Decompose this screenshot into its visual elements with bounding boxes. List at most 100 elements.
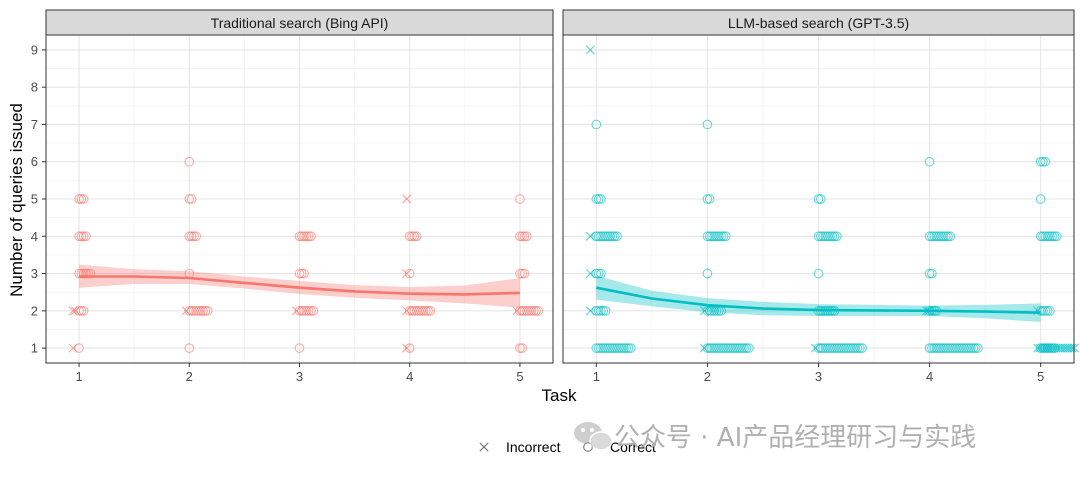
point-correct [945,231,956,242]
point-correct [519,268,530,279]
point-correct [952,343,963,353]
point-correct [845,343,856,353]
point-correct [1040,231,1051,242]
point-incorrect [1051,343,1061,353]
point-incorrect [1044,343,1054,353]
x-tick-label: 1 [593,369,600,384]
point-correct [184,305,195,316]
point-correct [591,231,602,242]
strip-title: Traditional search (Bing API) [211,15,389,31]
point-correct [1040,156,1051,167]
point-correct [725,343,736,353]
point-correct [938,231,949,242]
point-correct [929,231,940,242]
point-correct [186,231,197,242]
panels: Traditional search (Bing API) 1 2 3 4 5 1 2 3 4 5 6… [31,9,1080,384]
point-correct [815,231,826,242]
point-correct [711,343,722,353]
point-correct [707,343,717,353]
point-correct [813,268,824,279]
point-incorrect [810,343,821,353]
point-incorrect [402,343,412,353]
point-correct [704,194,715,204]
point-correct [718,231,729,242]
point-correct [418,305,429,316]
point-incorrect [1049,343,1059,353]
point-incorrect [1056,343,1066,353]
point-correct [852,343,863,353]
point-correct [74,343,84,353]
point-incorrect [1065,343,1075,353]
point-correct [612,231,622,242]
point-correct [711,231,722,242]
point-correct [74,231,84,242]
point-correct [593,231,604,242]
point-correct [602,231,613,242]
point-correct [1042,231,1053,242]
point-correct [813,194,824,204]
point-correct [596,194,606,204]
y-tick-label: 1 [31,341,38,356]
point-correct [1040,305,1051,316]
point-correct [924,268,935,279]
point-correct [404,268,415,279]
point-correct [1035,305,1046,316]
point-correct [596,305,606,316]
point-correct [929,343,940,353]
point-correct [730,343,740,353]
point-correct [966,343,976,353]
point-correct [189,231,199,242]
point-correct [621,343,632,353]
x-tick-label: 2 [704,369,711,384]
point-correct [515,268,525,279]
point-correct [515,305,525,316]
point-correct [191,305,202,316]
point-correct [820,231,831,242]
point-correct [813,231,824,242]
point-correct [409,231,420,242]
point-correct [591,119,602,130]
point-correct [81,231,91,242]
point-correct [836,343,847,353]
point-correct [970,343,981,353]
x-tick-label: 2 [186,369,193,384]
point-incorrect [68,306,78,316]
point-correct [857,343,868,353]
point-correct [933,343,944,353]
point-incorrect [585,231,595,241]
point-correct [193,305,204,316]
point-correct [600,231,611,242]
point-correct [727,343,738,353]
x-axis-title: Task [542,386,577,405]
point-correct [591,268,602,279]
point-correct [848,343,858,353]
point-incorrect [1058,343,1068,353]
point-correct [827,343,838,353]
point-correct [927,231,937,242]
point-correct [1038,305,1048,316]
point-correct [702,194,713,204]
point-correct [741,343,752,353]
point-correct [927,343,937,353]
point-correct [714,231,724,242]
point-correct [184,231,195,242]
point-correct [829,343,840,353]
point-correct [850,343,861,353]
point-correct [924,156,935,167]
point-correct [716,231,727,242]
point-correct [1042,305,1053,316]
point-correct [818,231,828,242]
point-correct [404,231,415,242]
point-correct [596,231,606,242]
point-correct [714,343,724,353]
point-correct [605,231,615,242]
point-correct [515,194,525,204]
point-correct [841,343,851,353]
point-correct [625,343,636,353]
point-incorrect [181,306,191,316]
y-tick-label: 5 [31,192,38,207]
point-correct [303,305,314,316]
point-correct [931,231,942,242]
point-correct [825,343,835,353]
point-correct [202,305,213,316]
